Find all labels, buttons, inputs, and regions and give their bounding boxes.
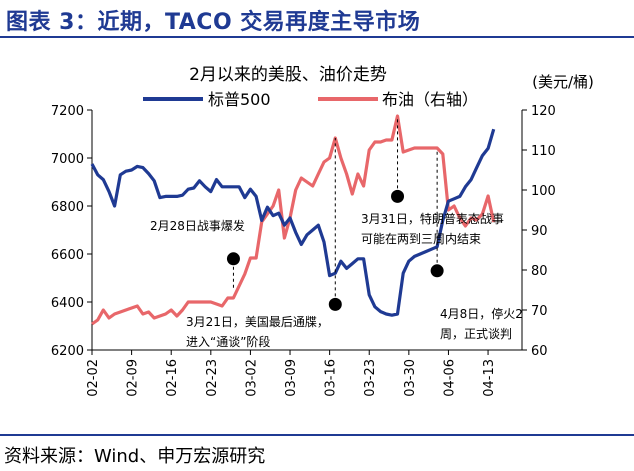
- legend-label-sp500: 标普500: [208, 90, 271, 109]
- right-tick-label: 100: [531, 184, 556, 199]
- figure-footer: 资料来源：Wind、申万宏源研究: [0, 434, 634, 471]
- x-tick-label: 02-02: [86, 359, 101, 397]
- left-tick-label: 6400: [51, 296, 84, 311]
- left-tick-label: 7200: [51, 104, 84, 119]
- right-tick-label: 110: [531, 144, 556, 159]
- annotation-text: 2月28日战事爆发: [150, 218, 245, 233]
- left-tick-label: 6800: [51, 200, 84, 215]
- left-tick-label: 6600: [51, 248, 84, 263]
- x-tick-label: 03-09: [284, 359, 299, 397]
- annotation-text: 4月8日，停火2: [440, 306, 523, 321]
- figure-header: 图表 3：近期，TACO 交易再度主导市场: [0, 0, 634, 38]
- left-tick-label: 7000: [51, 152, 84, 167]
- right-tick-label: 60: [531, 344, 548, 359]
- right-tick-label: 90: [531, 224, 548, 239]
- right-tick-label: 80: [531, 264, 548, 279]
- x-tick-label: 03-23: [363, 359, 378, 397]
- annotation-text: 可能在两到三周内结束: [361, 232, 481, 246]
- annotation-marker: [226, 252, 240, 266]
- x-tick-label: 02-09: [126, 359, 141, 397]
- annotation-marker: [391, 189, 405, 203]
- annotation-text: 周，正式谈判: [440, 327, 512, 341]
- right-tick-label: 70: [531, 304, 548, 319]
- annotation-marker: [328, 297, 342, 311]
- x-tick-label: 02-23: [205, 359, 220, 397]
- axes: 6200 6400 6600 6800 7000 7200 60 70 80 90 100 110 12…: [51, 104, 556, 397]
- right-axis-unit: (美元/桶): [532, 73, 594, 91]
- x-tick-label: 02-16: [165, 359, 180, 397]
- chart-title: 2月以来的美股、油价走势: [189, 65, 387, 85]
- x-tick-label: 04-13: [482, 359, 497, 397]
- legend-label-brent: 布油（右轴）: [382, 90, 478, 109]
- left-tick-label: 6200: [51, 344, 84, 359]
- series-line-sp500: [90, 128, 496, 317]
- x-tick-label: 04-06: [442, 359, 457, 397]
- annotation-text: 3月21日，美国最后通牒，: [186, 314, 329, 329]
- annotation-marker: [430, 264, 444, 278]
- source-note: 资料来源：Wind、申万宏源研究: [4, 446, 266, 467]
- annotation-layer: 2月28日战事爆发 3月21日，美国最后通牒， 进入“通谈”阶段 3月31日，特朗普表…: [150, 118, 523, 349]
- x-tick-label: 03-02: [244, 359, 259, 397]
- x-tick-label: 03-30: [403, 359, 418, 397]
- annotation-text: 3月31日，特朗普表态战事: [361, 211, 504, 226]
- series-line-brent: [91, 114, 496, 326]
- right-tick-label: 120: [531, 104, 556, 119]
- figure-title: 图表 3：近期，TACO 交易再度主导市场: [6, 10, 421, 35]
- series-layer: [90, 114, 496, 326]
- x-tick-label: 03-16: [324, 359, 339, 397]
- annotation-text: 进入“通谈”阶段: [186, 334, 270, 349]
- legend: 标普500 布油（右轴）: [143, 90, 478, 109]
